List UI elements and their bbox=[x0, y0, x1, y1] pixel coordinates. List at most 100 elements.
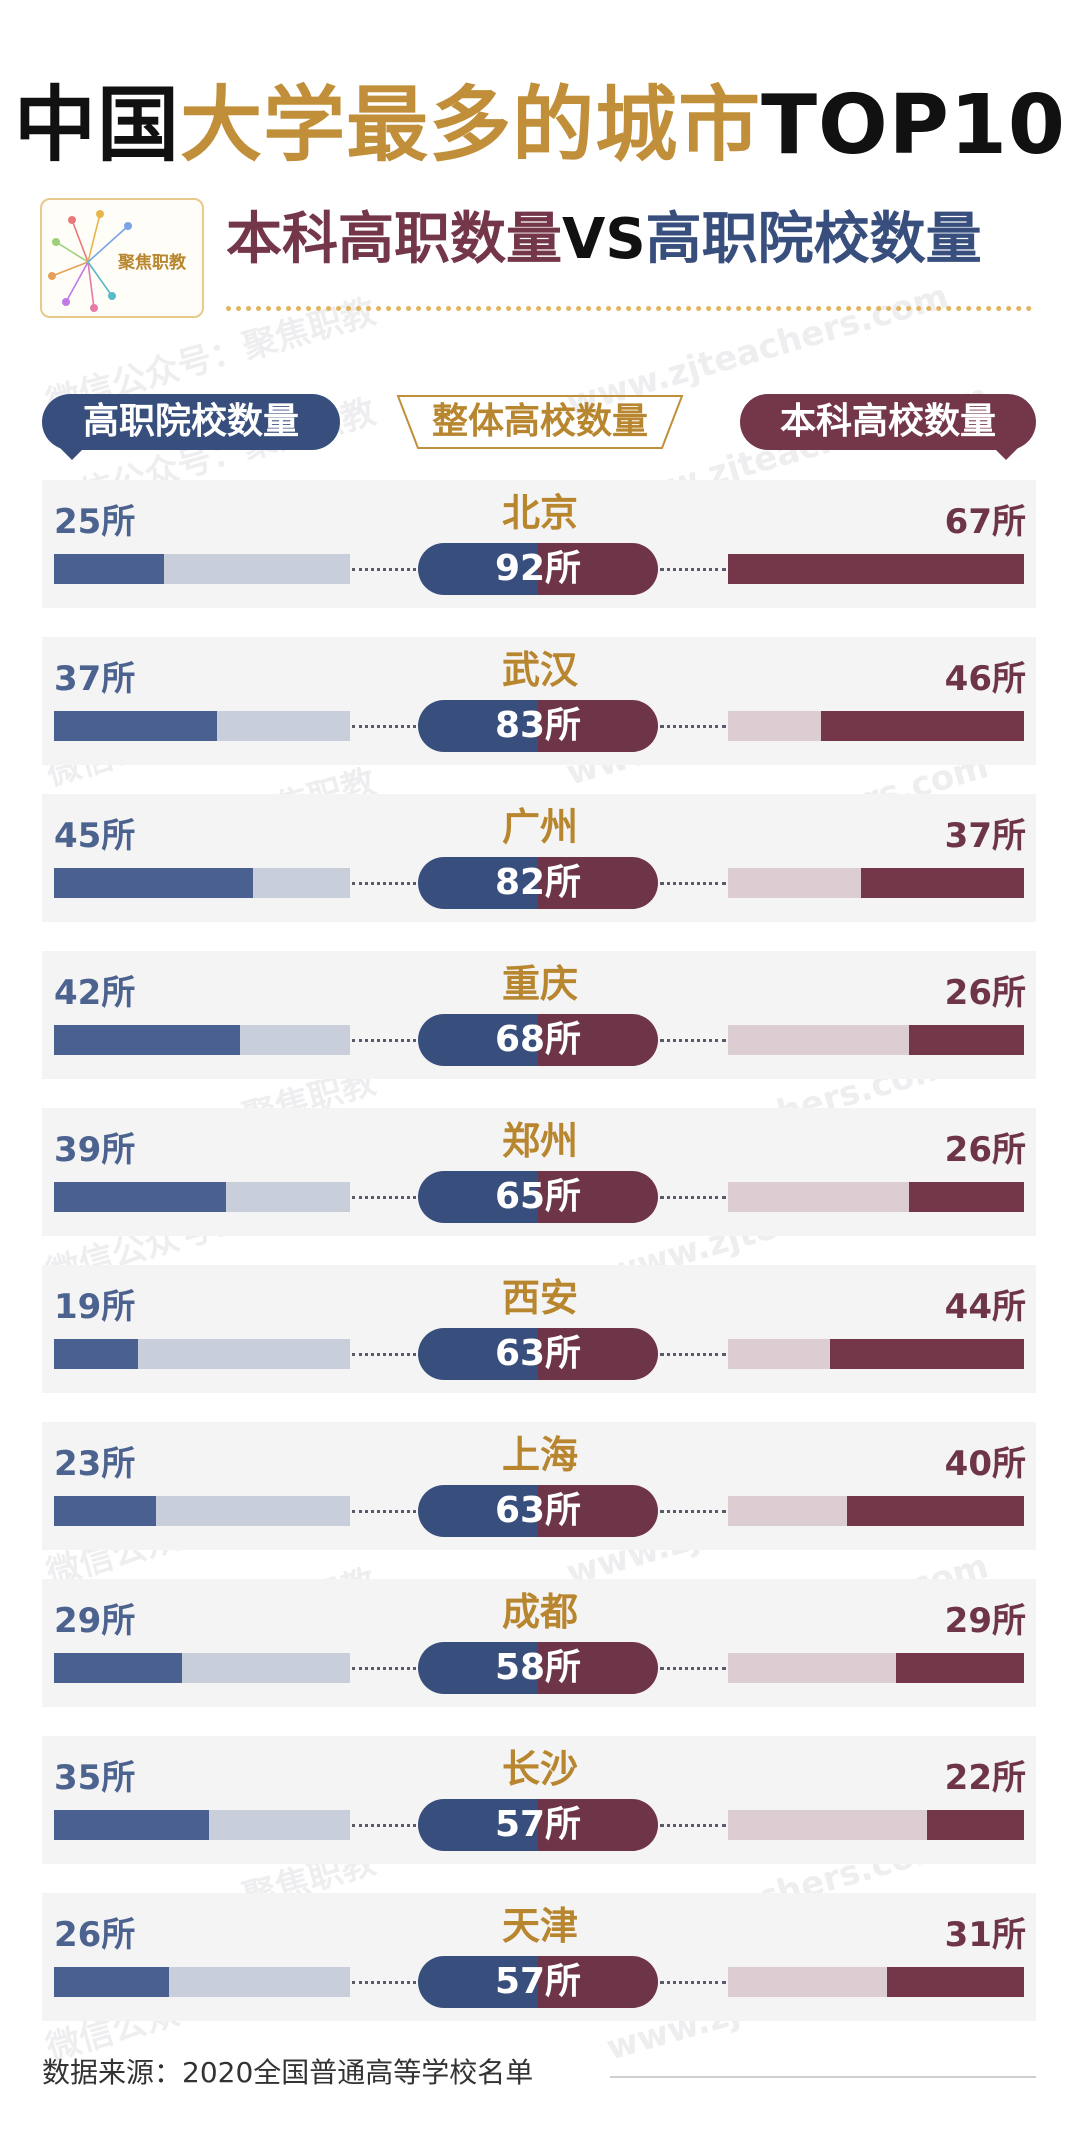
total-count-pill: 82所 bbox=[418, 857, 658, 909]
right-connector bbox=[660, 882, 726, 885]
vocational-bar-track bbox=[54, 711, 350, 741]
total-count-pill: 63所 bbox=[418, 1328, 658, 1380]
undergrad-bar bbox=[821, 711, 1024, 741]
subtitle-vs: VS bbox=[562, 207, 646, 272]
vocational-bar bbox=[54, 1810, 209, 1840]
undergrad-value-label: 31所 bbox=[944, 1915, 1026, 1955]
vocational-bar-track bbox=[54, 1967, 350, 1997]
left-connector bbox=[352, 568, 416, 571]
legend-vocational-tail bbox=[58, 446, 86, 460]
vocational-bar bbox=[54, 1496, 156, 1526]
undergrad-value-label: 26所 bbox=[944, 973, 1026, 1013]
undergrad-bar-track bbox=[728, 1967, 1024, 1997]
vocational-bar bbox=[54, 711, 217, 741]
total-count-pill: 58所 bbox=[418, 1642, 658, 1694]
left-connector bbox=[352, 1510, 416, 1513]
undergrad-bar-track bbox=[728, 1182, 1024, 1212]
page-title: 中国大学最多的城市TOP10 bbox=[0, 78, 1080, 174]
right-connector bbox=[660, 1039, 726, 1042]
right-connector bbox=[660, 1981, 726, 1984]
logo-label: 聚焦职教 bbox=[118, 253, 186, 273]
vocational-value-label: 45所 bbox=[54, 816, 136, 856]
legend-undergrad-tail bbox=[992, 446, 1020, 460]
undergrad-bar bbox=[927, 1810, 1024, 1840]
vocational-value-label: 26所 bbox=[54, 1915, 136, 1955]
right-connector bbox=[660, 568, 726, 571]
vocational-bar-track bbox=[54, 1025, 350, 1055]
legend-vocational: 高职院校数量 bbox=[42, 394, 340, 450]
vocational-value-label: 23所 bbox=[54, 1444, 136, 1484]
vocational-bar bbox=[54, 1339, 138, 1369]
undergrad-value-label: 37所 bbox=[944, 816, 1026, 856]
undergrad-bar bbox=[861, 868, 1024, 898]
undergrad-value-label: 29所 bbox=[944, 1601, 1026, 1641]
undergrad-bar bbox=[830, 1339, 1024, 1369]
vocational-value-label: 25所 bbox=[54, 502, 136, 542]
legend-undergrad: 本科高校数量 bbox=[740, 394, 1036, 450]
left-connector bbox=[352, 1353, 416, 1356]
left-connector bbox=[352, 1196, 416, 1199]
left-connector bbox=[352, 1667, 416, 1670]
total-count-pill: 57所 bbox=[418, 1799, 658, 1851]
vocational-bar-track bbox=[54, 1810, 350, 1840]
undergrad-bar-track bbox=[728, 1810, 1024, 1840]
vocational-bar bbox=[54, 554, 164, 584]
total-count-pill: 68所 bbox=[418, 1014, 658, 1066]
vocational-value-label: 19所 bbox=[54, 1287, 136, 1327]
undergrad-bar-track bbox=[728, 1339, 1024, 1369]
undergrad-bar-track bbox=[728, 1496, 1024, 1526]
undergrad-bar bbox=[887, 1967, 1024, 1997]
right-connector bbox=[660, 1510, 726, 1513]
legend-total: 整体高校数量 bbox=[392, 394, 688, 450]
title-part-top10: TOP10 bbox=[761, 78, 1066, 173]
undergrad-bar bbox=[909, 1182, 1024, 1212]
vocational-value-label: 29所 bbox=[54, 1601, 136, 1641]
total-count-pill: 63所 bbox=[418, 1485, 658, 1537]
undergrad-bar bbox=[896, 1653, 1024, 1683]
legend-undergrad-label: 本科高校数量 bbox=[779, 401, 996, 442]
left-connector bbox=[352, 725, 416, 728]
vocational-bar bbox=[54, 1967, 169, 1997]
legend-vocational-label: 高职院校数量 bbox=[82, 401, 299, 442]
undergrad-value-label: 22所 bbox=[944, 1758, 1026, 1798]
vocational-value-label: 35所 bbox=[54, 1758, 136, 1798]
total-count-pill: 65所 bbox=[418, 1171, 658, 1223]
page-subtitle: 本科高职数量VS高职院校数量 bbox=[226, 205, 982, 275]
left-connector bbox=[352, 882, 416, 885]
data-source: 数据来源：2020全国普通高等学校名单 bbox=[42, 2056, 534, 2089]
right-connector bbox=[660, 1824, 726, 1827]
legend-total-frame-icon bbox=[396, 395, 684, 449]
vocational-value-label: 37所 bbox=[54, 659, 136, 699]
undergrad-bar bbox=[909, 1025, 1024, 1055]
vocational-bar bbox=[54, 868, 253, 898]
total-count-pill: 57所 bbox=[418, 1956, 658, 2008]
left-connector bbox=[352, 1981, 416, 1984]
vocational-bar-track bbox=[54, 554, 350, 584]
footer-divider bbox=[610, 2076, 1036, 2078]
right-connector bbox=[660, 1667, 726, 1670]
vocational-bar-track bbox=[54, 1496, 350, 1526]
undergrad-bar bbox=[728, 554, 1024, 584]
undergrad-bar-track bbox=[728, 711, 1024, 741]
undergrad-value-label: 46所 bbox=[944, 659, 1026, 699]
left-connector bbox=[352, 1039, 416, 1042]
undergrad-value-label: 44所 bbox=[944, 1287, 1026, 1327]
title-part-china: 中国 bbox=[14, 78, 181, 173]
undergrad-value-label: 26所 bbox=[944, 1130, 1026, 1170]
undergrad-bar bbox=[847, 1496, 1024, 1526]
vocational-bar-track bbox=[54, 1182, 350, 1212]
vocational-bar-track bbox=[54, 1339, 350, 1369]
vocational-bar bbox=[54, 1025, 240, 1055]
subtitle-vocational: 高职院校数量 bbox=[645, 207, 982, 272]
brand-logo: 聚焦职教 bbox=[40, 198, 204, 318]
vocational-value-label: 42所 bbox=[54, 973, 136, 1013]
vocational-bar bbox=[54, 1653, 182, 1683]
right-connector bbox=[660, 1353, 726, 1356]
vocational-bar-track bbox=[54, 868, 350, 898]
subtitle-undergrad: 本科高职数量 bbox=[226, 207, 562, 272]
total-count-pill: 83所 bbox=[418, 700, 658, 752]
vocational-bar-track bbox=[54, 1653, 350, 1683]
legend-total-label: 整体高校数量 bbox=[431, 401, 648, 442]
vocational-value-label: 39所 bbox=[54, 1130, 136, 1170]
title-part-cities: 大学最多的城市 bbox=[180, 78, 762, 173]
